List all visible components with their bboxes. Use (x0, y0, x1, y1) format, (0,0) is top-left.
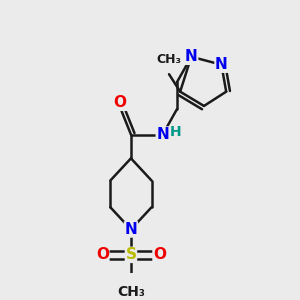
Text: CH₃: CH₃ (117, 285, 145, 299)
Text: O: O (153, 247, 166, 262)
Text: N: N (215, 57, 228, 72)
Text: H: H (170, 125, 182, 139)
Text: S: S (125, 247, 136, 262)
Text: O: O (96, 247, 109, 262)
Text: N: N (156, 127, 169, 142)
Text: N: N (185, 49, 198, 64)
Text: O: O (113, 95, 126, 110)
Text: CH₃: CH₃ (157, 53, 181, 66)
Text: N: N (124, 222, 137, 237)
